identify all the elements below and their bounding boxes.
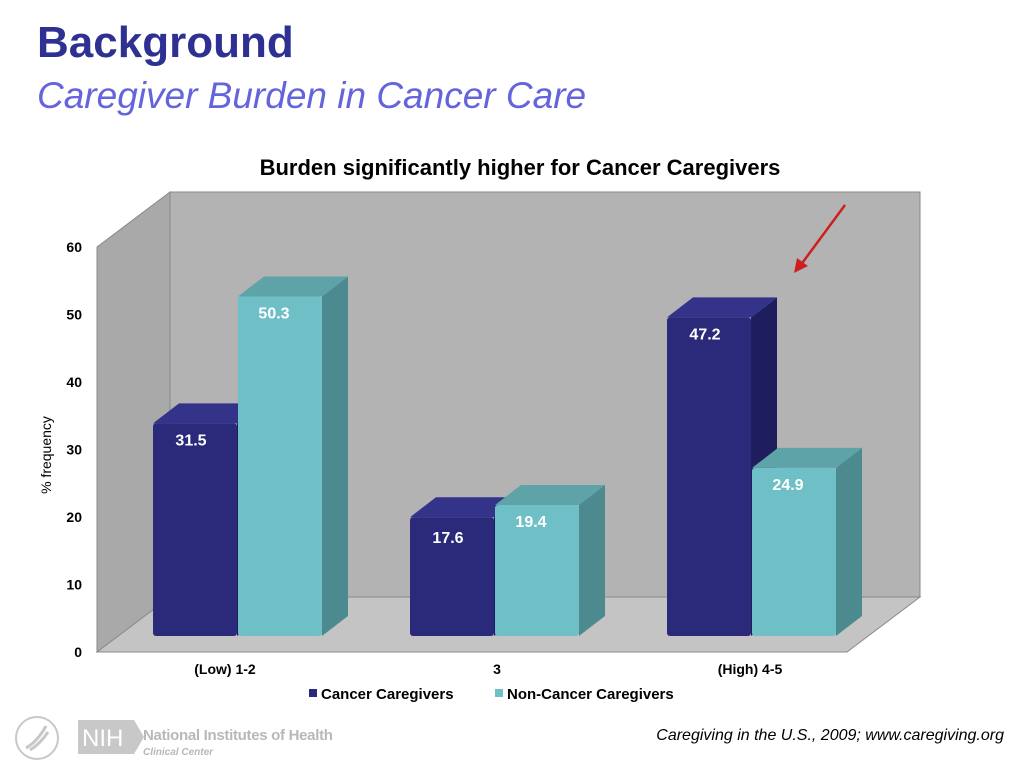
org-name: National Institutes of Health [143, 727, 333, 744]
bar-front [667, 317, 751, 636]
nih-box [78, 720, 134, 754]
nih-logo: NIH [15, 716, 144, 760]
bar-top [410, 497, 520, 518]
bar-top [752, 447, 862, 468]
data-label: 31.5 [175, 432, 206, 449]
bar-top [153, 403, 263, 424]
bar-non-cancer-caregivers: 50.3 [238, 276, 348, 636]
bar-side [836, 447, 862, 636]
bar-top [495, 485, 605, 506]
y-tick-label: 30 [66, 442, 82, 458]
y-tick-label: 60 [66, 239, 82, 255]
y-tick-label: 40 [66, 374, 82, 390]
org-subtitle: Clinical Center [143, 747, 214, 758]
data-label: 47.2 [689, 326, 720, 343]
data-label: 17.6 [432, 530, 463, 547]
x-tick-label: (High) 4-5 [718, 661, 783, 677]
data-label: 19.4 [515, 514, 546, 531]
data-label: 50.3 [258, 305, 289, 322]
bar-non-cancer-caregivers: 24.9 [752, 447, 862, 636]
y-axis-label: % frequency [38, 416, 54, 494]
slide-title: Background [37, 18, 294, 67]
data-label: 24.9 [772, 477, 803, 494]
y-tick-label: 0 [74, 644, 82, 660]
y-tick-label: 10 [66, 577, 82, 593]
bar-non-cancer-caregivers: 19.4 [495, 485, 605, 636]
bar-top [238, 276, 348, 297]
bar-front [752, 467, 836, 636]
slide-subtitle: Caregiver Burden in Cancer Care [37, 75, 587, 116]
red-arrow [798, 204, 847, 267]
bar-side [322, 276, 348, 636]
bar-front [238, 296, 322, 636]
nih-logo-text: NIH [82, 725, 123, 752]
legend-entry: Non-Cancer Caregivers [507, 686, 674, 703]
hhs-seal-icon [15, 716, 59, 760]
legend-entry: Cancer Caregivers [321, 686, 454, 703]
bar-top [667, 297, 777, 318]
legend-swatch [495, 689, 503, 697]
legend-swatch [309, 689, 317, 697]
bar-front [495, 505, 579, 636]
bar-side [579, 485, 605, 636]
y-tick-label: 50 [66, 307, 82, 323]
x-tick-label: 3 [493, 661, 501, 677]
y-tick-label: 20 [66, 509, 82, 525]
red-arrow-head [794, 258, 808, 273]
bar-front [410, 517, 494, 636]
chart-title: Burden significantly higher for Cancer C… [259, 155, 781, 180]
source-citation: Caregiving in the U.S., 2009; www.caregi… [656, 727, 1004, 744]
bar-front [153, 423, 237, 636]
x-tick-label: (Low) 1-2 [194, 661, 256, 677]
